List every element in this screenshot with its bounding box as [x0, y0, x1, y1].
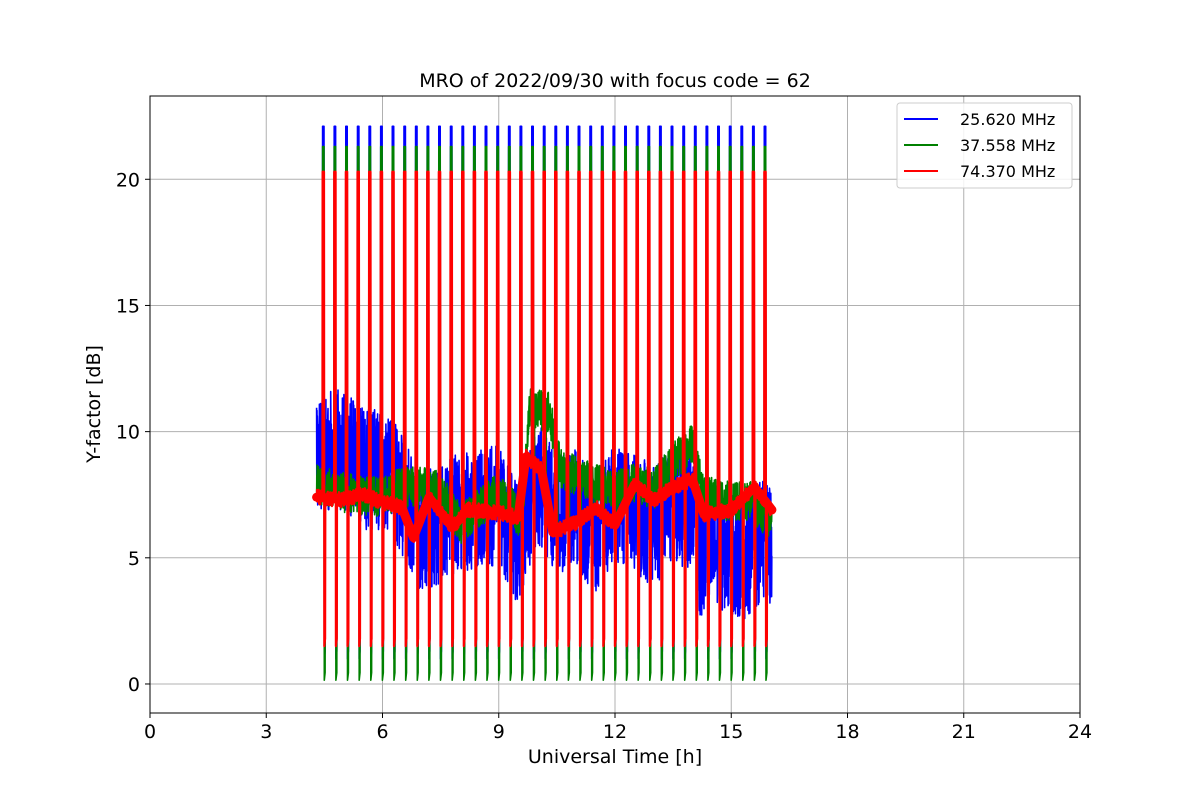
chart-title: MRO of 2022/09/30 with focus code = 62: [419, 70, 811, 92]
x-tick-label: 0: [144, 721, 156, 743]
x-tick-label: 3: [260, 721, 272, 743]
y-axis: 0 5 10 15 20: [116, 169, 150, 696]
y-axis-label: Y-factor [dB]: [83, 345, 105, 464]
series-layer: [312, 125, 777, 681]
x-tick-label: 6: [376, 721, 388, 743]
y-tick-label: 0: [128, 674, 140, 696]
y-tick-label: 20: [116, 169, 140, 191]
x-axis: 0 3 6 9 12 15 18 21 24: [144, 713, 1092, 743]
legend-box: [896, 102, 1073, 189]
x-tick-label: 18: [835, 721, 859, 743]
legend: 25.620 MHz 37.558 MHz 74.370 MHz: [896, 102, 1073, 189]
x-axis-label: Universal Time [h]: [528, 746, 702, 768]
x-tick-label: 9: [493, 721, 505, 743]
legend-label-1: 25.620 MHz: [960, 110, 1055, 129]
x-tick-label: 24: [1068, 721, 1092, 743]
x-tick-label: 15: [719, 721, 743, 743]
x-tick-label: 21: [952, 721, 976, 743]
series-baseline-3: [312, 452, 777, 543]
y-tick-label: 10: [116, 422, 140, 444]
legend-label-3: 74.370 MHz: [960, 162, 1055, 181]
y-tick-label: 5: [128, 548, 140, 570]
y-tick-label: 15: [116, 295, 140, 317]
legend-label-2: 37.558 MHz: [960, 136, 1055, 155]
x-tick-label: 12: [603, 721, 627, 743]
